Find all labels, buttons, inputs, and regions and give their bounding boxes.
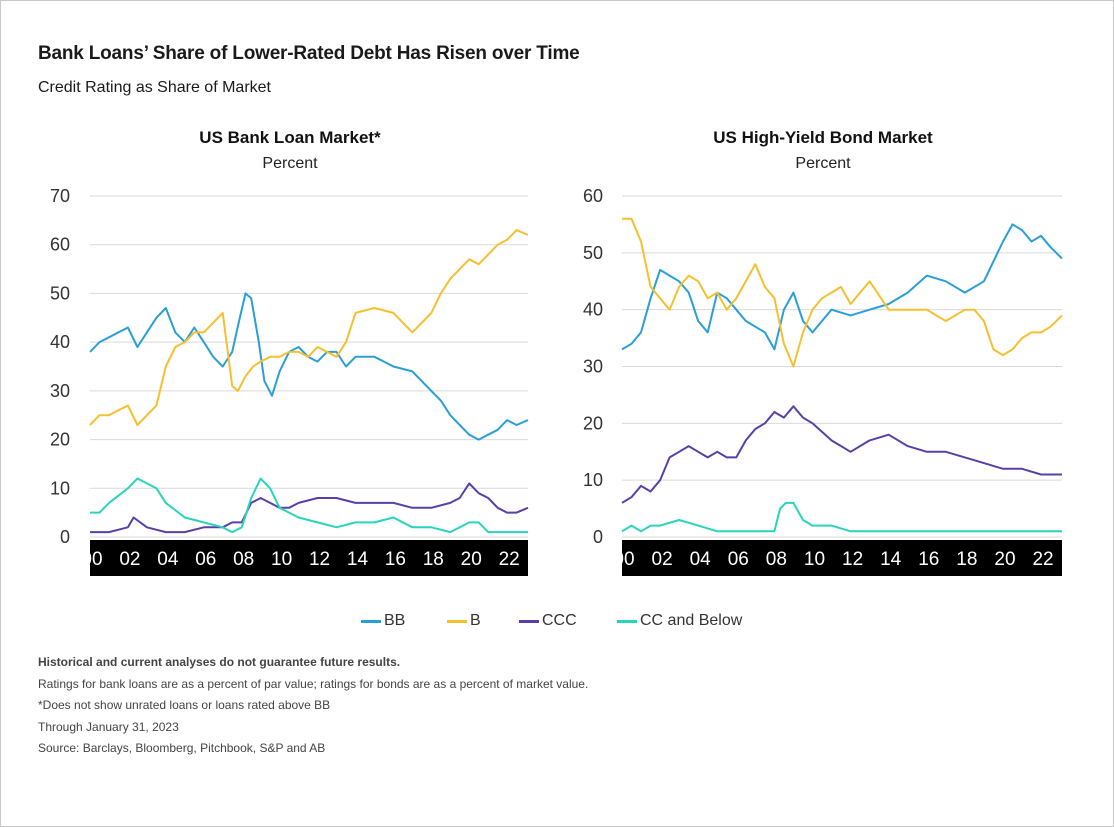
bank-loan-x-tick-label: 10: [271, 549, 292, 570]
footnotes: Historical and current analyses do not g…: [38, 656, 588, 764]
unrated-note: *Does not show unrated loans or loans ra…: [38, 698, 331, 712]
source-note: Source: Barclays, Bloomberg, Pitchbook, …: [38, 741, 326, 755]
bank-loan-chart-title: US Bank Loan Market*: [199, 128, 381, 147]
bank-loan-x-tick-label: 00: [81, 549, 102, 570]
legend-label-cc-and-below: CC and Below: [640, 612, 743, 629]
bank-loan-x-tick-label: 12: [309, 549, 330, 570]
bank-loan-x-tick-label: 14: [347, 549, 369, 570]
legend-label-b: B: [470, 612, 481, 629]
legend-item-ccc: CCC: [519, 612, 577, 630]
legend-swatch-ccc: [519, 619, 539, 623]
bank-loan-chart: US Bank Loan Market* Percent 0 10 20 30 40 50 60…: [50, 128, 529, 576]
bank-loan-y-tick-label: 50: [50, 283, 70, 303]
bank-loan-x-tick-label: 22: [499, 549, 520, 570]
bank-loan-series-b-line: [89, 229, 529, 426]
bank-loan-x-tick-label: 16: [385, 549, 406, 570]
legend-item-b: B: [447, 612, 481, 630]
ratings-note: Ratings for bank loans are as a percent …: [38, 676, 589, 691]
bank-loan-y-tick-label: 60: [50, 235, 70, 255]
bank-loan-y-tick-label: 10: [50, 478, 70, 498]
legend-item-bb: BB: [361, 612, 405, 630]
legend: BB B CCC CC and Below: [0, 612, 1114, 632]
bank-loan-x-tick-label: 08: [233, 549, 254, 570]
page-title: Bank Loans’ Share of Lower-Rated Debt Ha…: [38, 43, 580, 64]
legend-label-bb: BB: [384, 612, 406, 629]
bank-loan-plot: US Bank Loan Market* Percent 0 10 20 30 40 50 60…: [50, 128, 529, 576]
legend-swatch-bb: [361, 619, 381, 623]
page-subtitle: Credit Rating as Share of Market: [38, 79, 271, 96]
legend-swatch-b: [447, 619, 467, 623]
bank-loan-y-tick-label: 70: [50, 186, 70, 206]
disclaimer-note: Historical and current analyses do not g…: [38, 655, 401, 669]
legend-label-ccc: CCC: [542, 612, 577, 629]
bank-loan-y-tick-label: 0: [60, 527, 70, 547]
bank-loan-series-bb-line: [89, 292, 529, 441]
bank-loan-y-tick-label: 30: [50, 381, 70, 401]
bank-loan-x-tick-label: 02: [119, 549, 140, 570]
bank-loan-y-tick-label: 20: [50, 430, 70, 450]
bank-loan-y-tick-label: 40: [50, 332, 70, 352]
date-note: Through January 31, 2023: [38, 719, 179, 734]
bank-loan-x-axis-bar: [90, 540, 528, 576]
bank-loan-x-tick-label: 04: [157, 549, 179, 570]
bank-loan-x-tick-label: 06: [195, 549, 216, 570]
bank-loan-unit-label: Percent: [262, 155, 318, 172]
bank-loan-series-cc-and-below-line: [90, 477, 528, 534]
bank-loan-x-tick-label: 18: [423, 549, 444, 570]
bank-loan-series-ccc-line: [90, 482, 529, 534]
bank-loan-x-tick-label: 20: [461, 549, 482, 570]
legend-swatch-cc-and-below: [617, 619, 637, 623]
legend-item-cc-and-below: CC and Below: [617, 612, 742, 630]
